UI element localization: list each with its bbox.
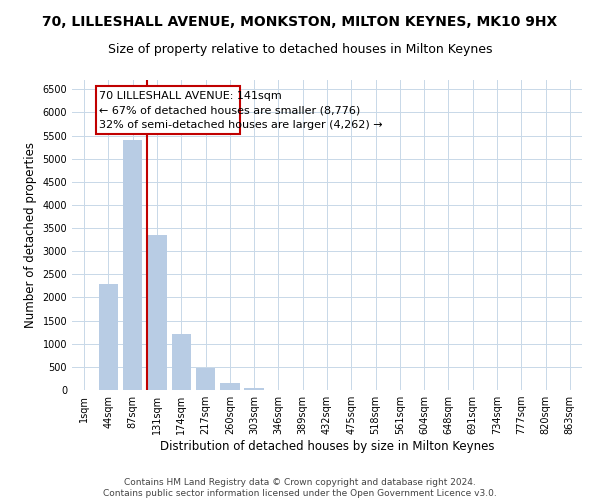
Bar (244, 388, 264, 390)
Text: Contains HM Land Registry data © Crown copyright and database right 2024.
Contai: Contains HM Land Registry data © Crown c… (103, 478, 497, 498)
Text: Size of property relative to detached houses in Milton Keynes: Size of property relative to detached ho… (108, 42, 492, 56)
Bar (123, 140, 142, 390)
FancyBboxPatch shape (96, 86, 239, 134)
Y-axis label: Number of detached properties: Number of detached properties (24, 142, 37, 328)
Text: 70 LILLESHALL AVENUE: 141sqm
← 67% of detached houses are smaller (8,776)
32% of: 70 LILLESHALL AVENUE: 141sqm ← 67% of de… (99, 91, 383, 130)
Bar (99, 284, 118, 390)
Bar (220, 383, 239, 390)
Text: 70, LILLESHALL AVENUE, MONKSTON, MILTON KEYNES, MK10 9HX: 70, LILLESHALL AVENUE, MONKSTON, MILTON … (43, 15, 557, 29)
Bar (196, 368, 215, 390)
Bar (147, 235, 167, 390)
Bar (172, 334, 191, 390)
X-axis label: Distribution of detached houses by size in Milton Keynes: Distribution of detached houses by size … (160, 440, 494, 453)
